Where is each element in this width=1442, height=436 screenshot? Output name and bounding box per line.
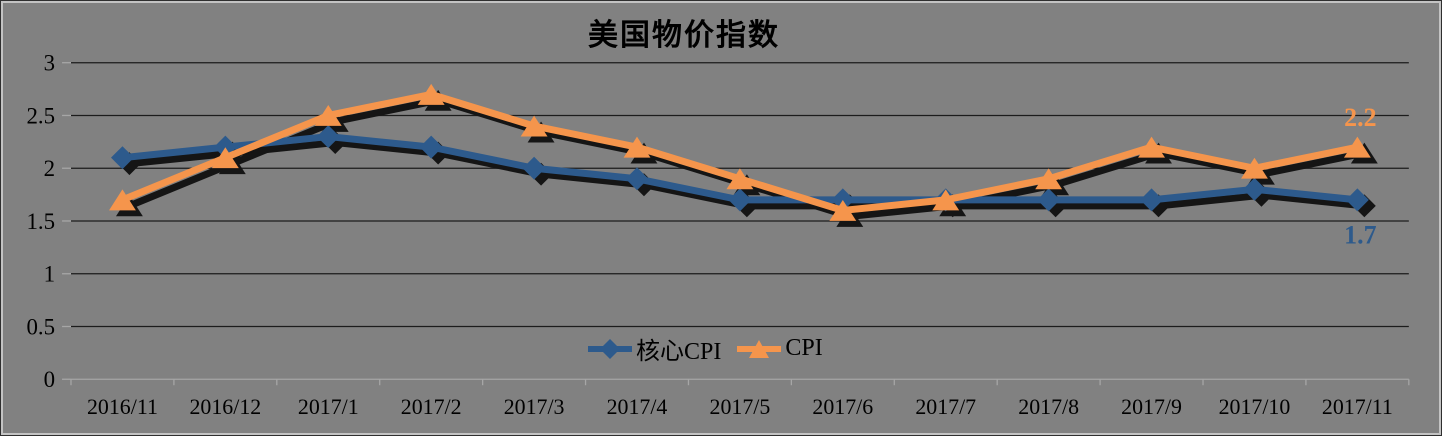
cpi-marker — [520, 115, 548, 137]
legend-label-core-cpi: 核心CPI — [636, 339, 722, 365]
core-cpi-marker — [1140, 188, 1164, 212]
x-axis-label: 2017/6 — [812, 394, 873, 419]
data-label: 1.7 — [1344, 221, 1376, 250]
x-axis-label: 2017/10 — [1219, 394, 1291, 419]
cpi-marker — [314, 105, 342, 126]
y-axis-label: 2 — [44, 156, 55, 181]
cpi-marker — [623, 136, 651, 158]
core-cpi-marker — [625, 167, 649, 191]
core-cpi-marker — [419, 135, 443, 159]
x-axis-label: 2017/8 — [1018, 394, 1079, 419]
cpi-marker — [211, 147, 239, 169]
data-label: 2.2 — [1344, 103, 1376, 132]
x-axis-label: 2017/4 — [607, 394, 668, 419]
chart-title: 美国物价指数 — [588, 18, 780, 53]
x-axis-label: 2017/9 — [1121, 394, 1182, 419]
y-axis-label: 1.5 — [26, 209, 55, 234]
cpi-marker — [932, 189, 960, 211]
core-cpi-legend-marker-icon — [588, 338, 632, 359]
legend-item-cpi: CPI — [736, 335, 823, 363]
legend-item-core-cpi: 核心CPI — [587, 331, 721, 366]
x-axis-label: 2017/1 — [298, 394, 359, 419]
cpi-marker — [726, 168, 754, 190]
x-axis-label: 2017/2 — [401, 394, 462, 419]
x-axis-label: 2016/12 — [190, 394, 262, 419]
core-cpi-marker — [1345, 188, 1369, 212]
cpi-marker — [1241, 157, 1268, 179]
cpi-marker — [1138, 136, 1165, 158]
legend-label-cpi: CPI — [785, 335, 823, 361]
core-cpi-marker — [1243, 177, 1266, 201]
x-axis-label: 2017/7 — [915, 394, 976, 419]
x-axis-label: 2017/3 — [504, 394, 565, 419]
cpi-legend-marker-icon — [737, 339, 782, 358]
core-cpi-marker — [728, 188, 752, 212]
cpi-marker — [417, 83, 445, 105]
cpi-marker — [1343, 136, 1371, 158]
cpi-marker — [1035, 168, 1063, 190]
legend: 核心CPI CPI — [587, 331, 823, 366]
x-axis-label: 2017/5 — [710, 394, 771, 419]
y-axis-label: 3 — [44, 51, 55, 76]
y-axis-label: 0 — [44, 367, 55, 392]
y-axis-label: 1 — [44, 262, 55, 287]
y-axis-label: 0.5 — [26, 314, 55, 339]
core-cpi-marker — [522, 156, 546, 180]
core-cpi-marker — [1037, 188, 1061, 212]
x-axis-label: 2016/11 — [87, 394, 158, 419]
cpi-marker — [829, 199, 857, 221]
cpi-marker — [109, 189, 136, 211]
y-axis-label: 2.5 — [26, 103, 55, 128]
x-axis-label: 2017/11 — [1322, 394, 1393, 419]
